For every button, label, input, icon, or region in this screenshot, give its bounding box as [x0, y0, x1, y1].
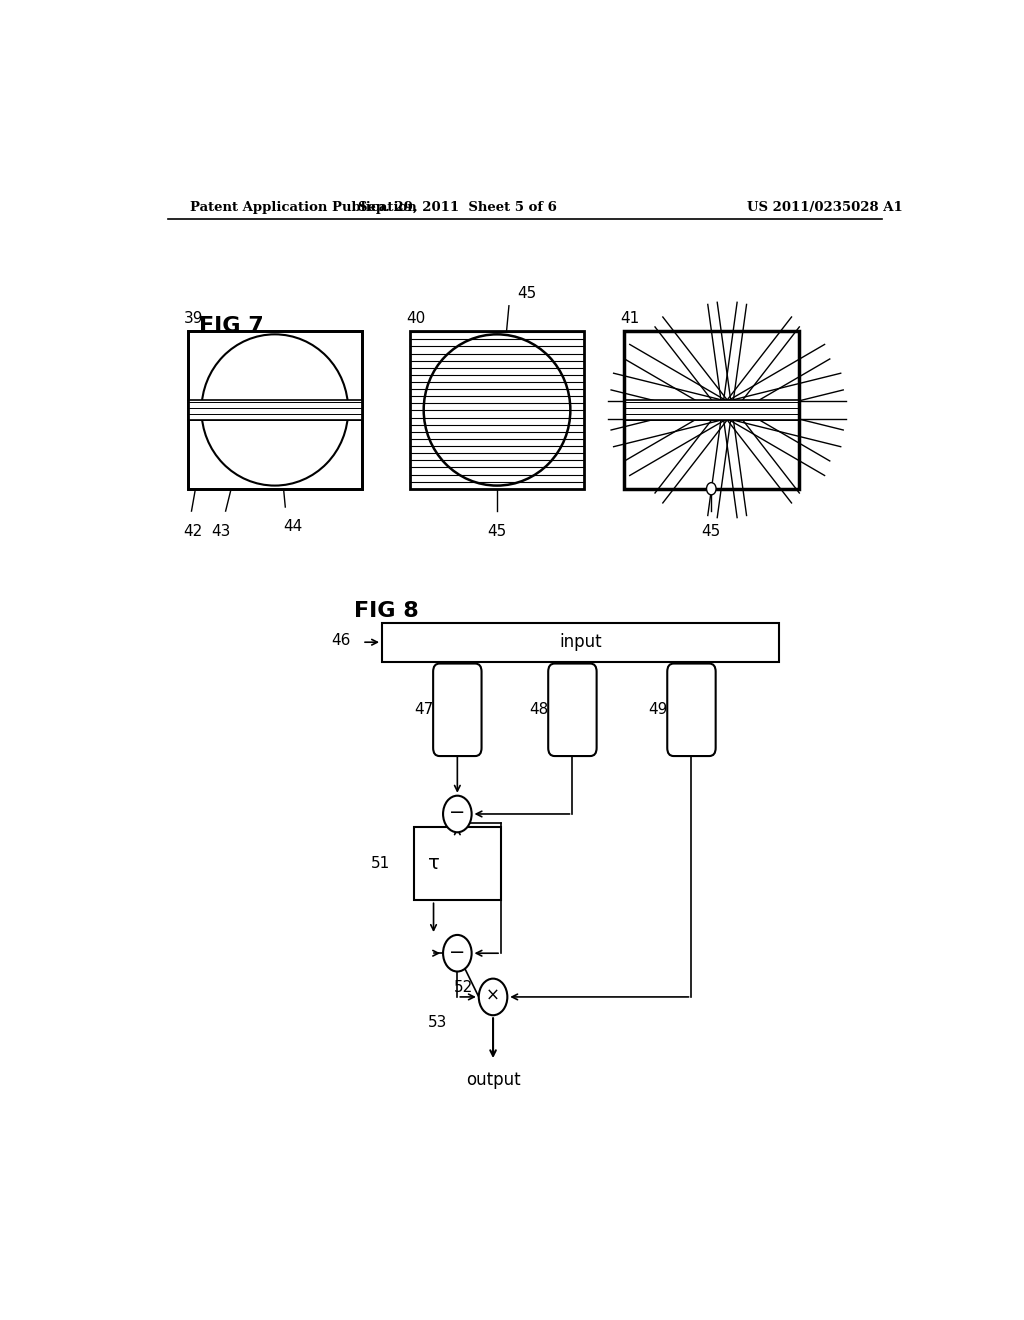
Text: output: output — [466, 1071, 520, 1089]
Bar — [410, 331, 585, 488]
Text: ×: × — [486, 987, 500, 1005]
Text: −: − — [450, 804, 466, 822]
Text: 44: 44 — [283, 519, 302, 535]
Text: US 2011/0235028 A1: US 2011/0235028 A1 — [748, 201, 903, 214]
Text: −: − — [450, 942, 466, 962]
Circle shape — [707, 483, 716, 495]
FancyBboxPatch shape — [433, 664, 481, 756]
Text: 39: 39 — [183, 312, 203, 326]
Text: τ: τ — [428, 854, 439, 874]
Text: 52: 52 — [454, 979, 473, 995]
Bar — [624, 331, 799, 488]
Text: 40: 40 — [406, 312, 425, 326]
FancyBboxPatch shape — [548, 664, 597, 756]
Circle shape — [443, 935, 472, 972]
Bar — [410, 331, 585, 488]
Text: FIG 8: FIG 8 — [354, 601, 419, 620]
FancyBboxPatch shape — [668, 664, 716, 756]
Bar — [624, 400, 799, 420]
Text: 46: 46 — [331, 632, 350, 648]
Text: 53: 53 — [428, 1015, 447, 1030]
Text: input: input — [559, 634, 602, 651]
Bar — [414, 828, 501, 900]
Text: 51: 51 — [371, 857, 390, 871]
Text: 41: 41 — [620, 312, 639, 326]
Circle shape — [479, 978, 507, 1015]
Bar — [624, 331, 799, 488]
Bar — [187, 331, 362, 488]
Text: 45: 45 — [487, 524, 507, 540]
Text: FIG 7: FIG 7 — [200, 315, 264, 337]
Text: 48: 48 — [529, 702, 549, 717]
Bar — [187, 400, 362, 420]
Text: 45: 45 — [291, 444, 310, 458]
Text: o3: o3 — [683, 702, 700, 717]
Text: 45: 45 — [517, 285, 537, 301]
Circle shape — [443, 796, 472, 833]
Text: 50: 50 — [454, 841, 473, 855]
Text: 49: 49 — [648, 702, 668, 717]
Text: 47: 47 — [415, 702, 433, 717]
Text: 45: 45 — [701, 524, 721, 540]
Text: Sep. 29, 2011  Sheet 5 of 6: Sep. 29, 2011 Sheet 5 of 6 — [358, 201, 557, 214]
Text: 43: 43 — [211, 524, 230, 540]
Bar — [382, 623, 778, 661]
Text: 42: 42 — [183, 524, 203, 540]
Text: Patent Application Publication: Patent Application Publication — [189, 201, 417, 214]
Ellipse shape — [202, 334, 348, 486]
Text: o1: o1 — [449, 702, 466, 717]
Text: o2: o2 — [564, 702, 581, 717]
Bar — [187, 331, 362, 488]
